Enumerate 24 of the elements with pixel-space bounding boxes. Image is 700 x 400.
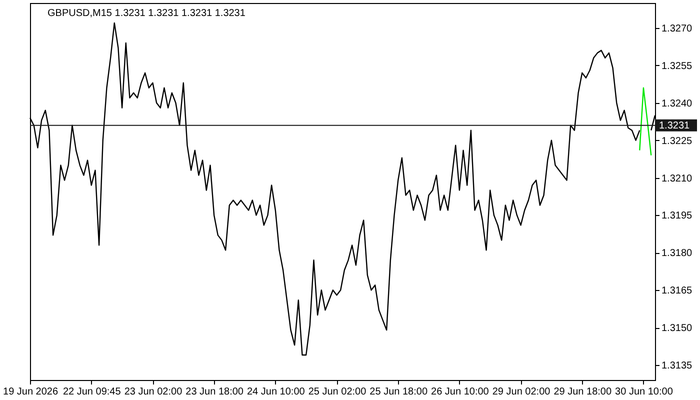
ref-line-label: 1.3231 <box>659 120 690 132</box>
x-tick-label: 19 Jun 2026 <box>3 386 58 398</box>
y-tick-label: 1.3240 <box>662 98 693 110</box>
y-tick-label: 1.3195 <box>662 210 693 222</box>
text: GBPUSD,M15 1.3231 1.3231 1.3231 1.3231 <box>48 8 246 19</box>
y-tick-label: 1.3135 <box>662 360 693 372</box>
x-tick-label: 29 Jun 18:00 <box>554 386 612 398</box>
x-tick-label: 24 Jun 10:00 <box>246 386 306 398</box>
x-tick-label: 29 Jun 02:00 <box>492 386 551 398</box>
y-tick-label: 1.3225 <box>662 136 693 147</box>
y-tick-label: 1.3180 <box>662 248 693 260</box>
y-tick-label: 1.3150 <box>662 323 693 334</box>
x-tick-label: 25 Jun 18:00 <box>370 386 428 398</box>
y-tick-label: 1.3255 <box>662 60 693 72</box>
line-series <box>639 87 652 156</box>
x-tick-label: 22 Jun 09:45 <box>62 386 122 398</box>
x-tick-label: 23 Jun 18:00 <box>186 386 244 398</box>
x-tick-label: 23 Jun 02:00 <box>124 386 183 398</box>
y-tick-label: 1.3210 <box>662 173 693 184</box>
x-tick-label: 26 Jun 10:00 <box>431 386 490 398</box>
x-tick-label: 30 Jun 10:00 <box>615 386 674 398</box>
x-tick-label: 25 Jun 02:00 <box>308 386 367 398</box>
y-tick-label: 1.3270 <box>662 23 693 34</box>
y-tick-label: 1.3165 <box>662 286 693 297</box>
